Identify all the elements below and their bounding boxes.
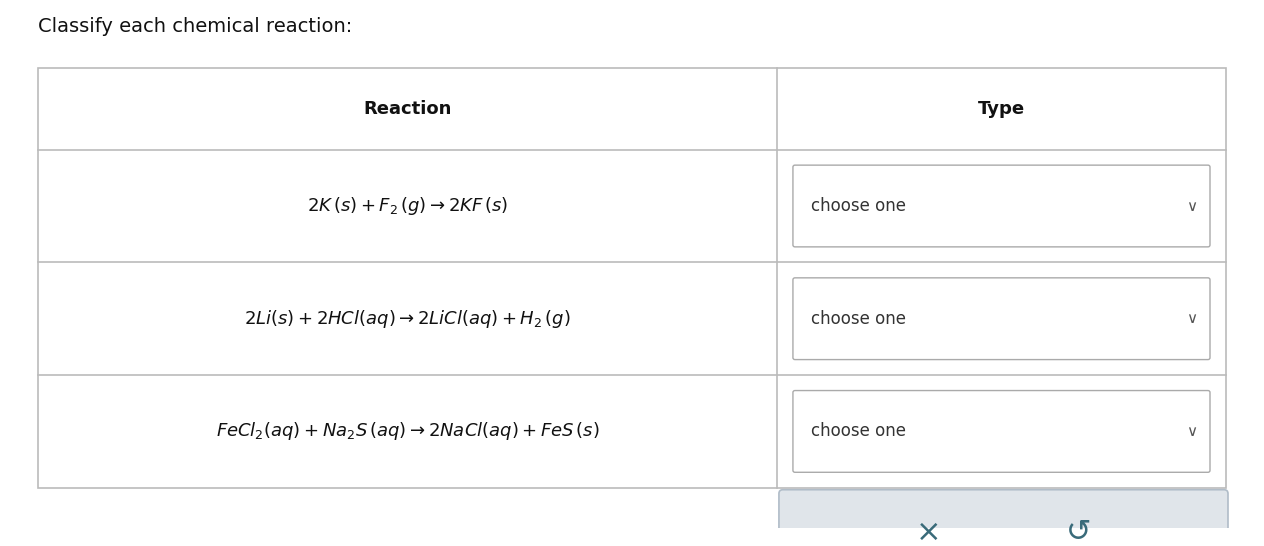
Text: ∨: ∨ xyxy=(1187,311,1197,326)
Text: choose one: choose one xyxy=(811,197,906,215)
Text: $2Li(\mathit{s}) + 2HCl(\mathit{aq}) \rightarrow 2LiCl(\mathit{aq}) + H_2\,(\mat: $2Li(\mathit{s}) + 2HCl(\mathit{aq}) \ri… xyxy=(244,308,571,330)
Text: choose one: choose one xyxy=(811,423,906,441)
Text: Type: Type xyxy=(978,100,1025,118)
Text: ∨: ∨ xyxy=(1187,424,1197,439)
FancyBboxPatch shape xyxy=(793,278,1210,360)
Bar xyxy=(38,68,1226,488)
Text: Reaction: Reaction xyxy=(363,100,451,118)
Text: ×: × xyxy=(915,518,942,546)
Text: $2K\,(\mathit{s}) + F_2\,(\mathit{g}) \rightarrow 2KF\,(\mathit{s})$: $2K\,(\mathit{s}) + F_2\,(\mathit{g}) \r… xyxy=(307,195,508,217)
Text: ↺: ↺ xyxy=(1066,518,1091,546)
Text: ∨: ∨ xyxy=(1187,199,1197,213)
Text: Classify each chemical reaction:: Classify each chemical reaction: xyxy=(38,17,353,37)
Text: choose one: choose one xyxy=(811,310,906,328)
FancyBboxPatch shape xyxy=(779,490,1229,546)
Text: $FeCl_2(\mathit{aq}) + Na_2S\,(\mathit{aq}) \rightarrow 2NaCl(\mathit{aq}) + FeS: $FeCl_2(\mathit{aq}) + Na_2S\,(\mathit{a… xyxy=(216,420,599,442)
FancyBboxPatch shape xyxy=(793,390,1210,472)
FancyBboxPatch shape xyxy=(793,165,1210,247)
